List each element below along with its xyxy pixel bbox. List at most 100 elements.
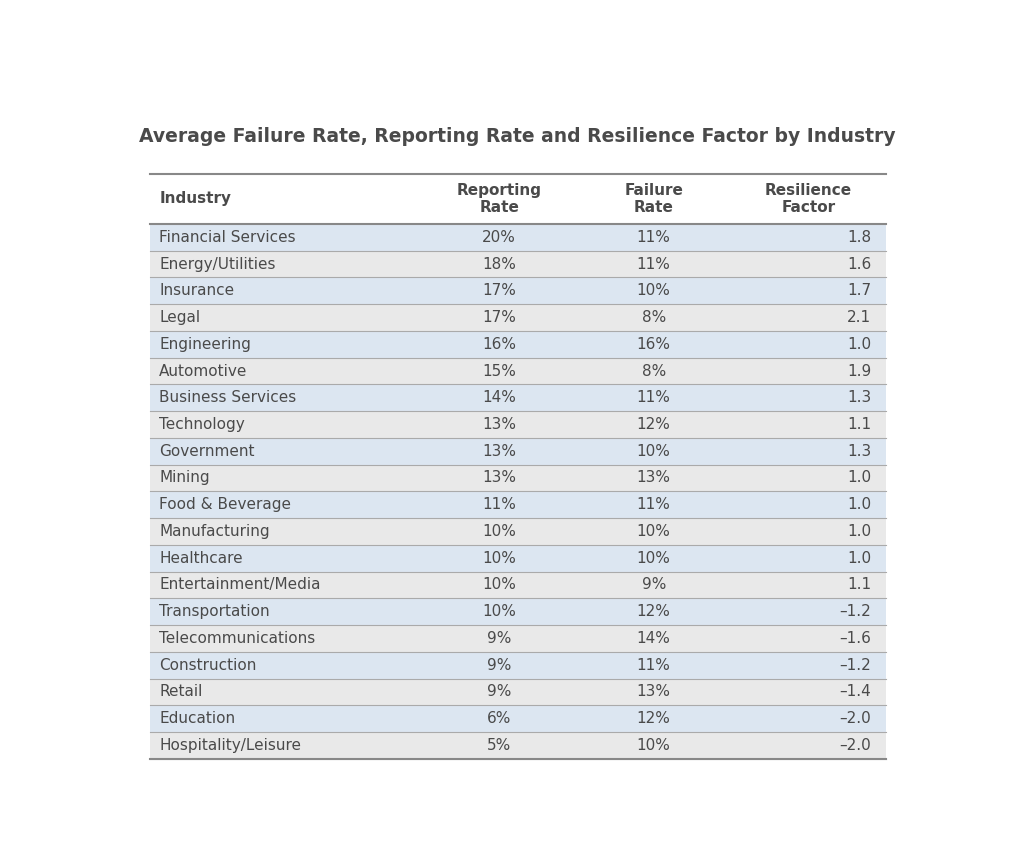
Text: –1.2: –1.2 <box>839 657 872 673</box>
Text: Insurance: Insurance <box>160 283 234 298</box>
Text: Reporting
Rate: Reporting Rate <box>457 183 541 215</box>
Text: 1.0: 1.0 <box>847 524 872 539</box>
Text: 10%: 10% <box>483 524 516 539</box>
Bar <box>149 518 886 545</box>
Text: 1.1: 1.1 <box>847 417 872 432</box>
Bar <box>149 625 886 652</box>
Text: 13%: 13% <box>482 470 516 486</box>
Text: 12%: 12% <box>637 604 671 619</box>
Bar <box>149 411 886 438</box>
Bar <box>149 679 886 705</box>
Text: Healthcare: Healthcare <box>160 551 242 565</box>
Text: 15%: 15% <box>483 364 516 378</box>
Text: 8%: 8% <box>641 310 666 325</box>
Text: 1.3: 1.3 <box>847 443 872 459</box>
Text: 11%: 11% <box>637 256 671 272</box>
Text: Legal: Legal <box>160 310 200 325</box>
Bar <box>149 331 886 358</box>
Bar <box>149 224 886 250</box>
Text: 8%: 8% <box>641 364 666 378</box>
Text: 10%: 10% <box>483 604 516 619</box>
Bar <box>149 250 886 277</box>
Text: 10%: 10% <box>483 578 516 592</box>
Text: Hospitality/Leisure: Hospitality/Leisure <box>160 738 301 753</box>
Text: Mining: Mining <box>160 470 210 486</box>
Bar <box>149 572 886 598</box>
Text: Food & Beverage: Food & Beverage <box>160 497 291 512</box>
Text: Engineering: Engineering <box>160 337 251 352</box>
Text: 17%: 17% <box>483 283 516 298</box>
Text: Technology: Technology <box>160 417 244 432</box>
Text: 10%: 10% <box>637 283 671 298</box>
Bar <box>149 358 886 385</box>
Text: 11%: 11% <box>637 391 671 405</box>
Text: –2.0: –2.0 <box>839 711 872 726</box>
Text: 1.8: 1.8 <box>847 229 872 245</box>
Text: –1.2: –1.2 <box>839 604 872 619</box>
Text: Resilience
Factor: Resilience Factor <box>765 183 851 215</box>
Text: 14%: 14% <box>637 631 671 646</box>
Text: 11%: 11% <box>637 497 671 512</box>
Text: 1.0: 1.0 <box>847 470 872 486</box>
Text: Energy/Utilities: Energy/Utilities <box>160 256 276 272</box>
Text: 11%: 11% <box>637 657 671 673</box>
Text: Financial Services: Financial Services <box>160 229 296 245</box>
Text: 13%: 13% <box>636 470 671 486</box>
Text: Industry: Industry <box>160 191 231 206</box>
Text: Failure
Rate: Failure Rate <box>624 183 683 215</box>
Text: 11%: 11% <box>483 497 516 512</box>
Text: 6%: 6% <box>487 711 511 726</box>
Text: –1.4: –1.4 <box>839 684 872 700</box>
Text: 1.0: 1.0 <box>847 497 872 512</box>
Text: Education: Education <box>160 711 235 726</box>
Text: –1.6: –1.6 <box>839 631 872 646</box>
Text: 10%: 10% <box>637 738 671 753</box>
Text: 2.1: 2.1 <box>847 310 872 325</box>
Text: Retail: Retail <box>160 684 202 700</box>
Text: 1.1: 1.1 <box>847 578 872 592</box>
Text: 16%: 16% <box>482 337 516 352</box>
Bar <box>149 491 886 518</box>
Text: 20%: 20% <box>483 229 516 245</box>
Text: 5%: 5% <box>487 738 511 753</box>
Bar <box>149 732 886 759</box>
Text: 1.6: 1.6 <box>847 256 872 272</box>
Text: 10%: 10% <box>637 524 671 539</box>
Text: Transportation: Transportation <box>160 604 270 619</box>
Text: 13%: 13% <box>482 443 516 459</box>
Bar <box>149 705 886 732</box>
Text: 9%: 9% <box>487 631 511 646</box>
Text: Business Services: Business Services <box>160 391 296 405</box>
Text: 13%: 13% <box>636 684 671 700</box>
Text: Manufacturing: Manufacturing <box>160 524 270 539</box>
Text: Construction: Construction <box>160 657 257 673</box>
Text: 1.3: 1.3 <box>847 391 872 405</box>
Bar <box>149 464 886 491</box>
Text: 1.7: 1.7 <box>847 283 872 298</box>
Text: 11%: 11% <box>637 229 671 245</box>
Text: 16%: 16% <box>636 337 671 352</box>
Text: 9%: 9% <box>487 657 511 673</box>
Text: 10%: 10% <box>637 551 671 565</box>
Text: 1.0: 1.0 <box>847 551 872 565</box>
Text: 17%: 17% <box>483 310 516 325</box>
Bar <box>149 545 886 572</box>
Bar <box>149 598 886 625</box>
Text: 10%: 10% <box>483 551 516 565</box>
Text: 1.0: 1.0 <box>847 337 872 352</box>
Bar <box>149 438 886 464</box>
Bar <box>149 174 886 224</box>
Text: 9%: 9% <box>487 684 511 700</box>
Bar <box>149 385 886 411</box>
Text: 12%: 12% <box>637 711 671 726</box>
Text: Government: Government <box>160 443 255 459</box>
Bar <box>149 277 886 304</box>
Text: –2.0: –2.0 <box>839 738 872 753</box>
Bar <box>149 304 886 331</box>
Text: Entertainment/Media: Entertainment/Media <box>160 578 320 592</box>
Text: 18%: 18% <box>483 256 516 272</box>
Text: 12%: 12% <box>637 417 671 432</box>
Text: Average Failure Rate, Reporting Rate and Resilience Factor by Industry: Average Failure Rate, Reporting Rate and… <box>139 127 896 146</box>
Text: 13%: 13% <box>482 417 516 432</box>
Text: 14%: 14% <box>483 391 516 405</box>
